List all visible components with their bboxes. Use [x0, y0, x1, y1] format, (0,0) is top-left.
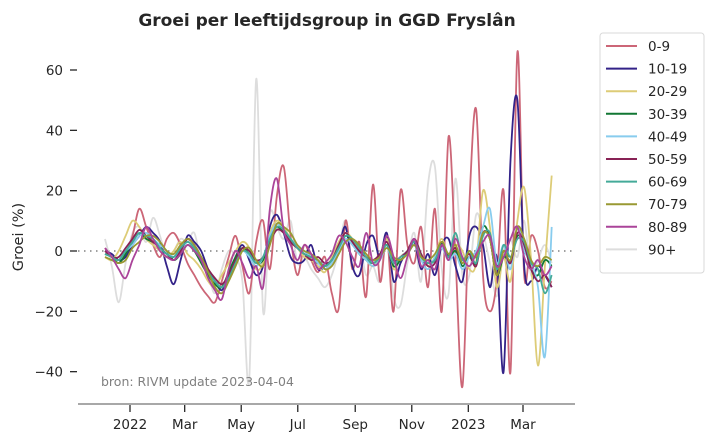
legend-label: 80-89 [648, 220, 687, 236]
legend-label: 70-79 [648, 197, 687, 213]
legend: 0-9 10-19 20-29 30-39 40-49 50-59 60-69 70-79 80… [599, 32, 705, 274]
x-tick-label: 2022 [113, 417, 147, 433]
y-tick-label: 60 [46, 63, 63, 79]
x-tick-label: 2023 [451, 417, 485, 433]
source-annotation: bron: RIVM update 2023-04-04 [101, 374, 294, 389]
series-line-0-9 [104, 50, 553, 388]
legend-label: 60-69 [648, 175, 687, 191]
series-line-80-89 [104, 177, 553, 301]
legend-label: 30-39 [648, 107, 687, 123]
legend-label: 50-59 [648, 152, 687, 168]
x-tick-label: May [227, 417, 255, 433]
y-axis: 60 40 20 0 −20 −40 [35, 63, 77, 381]
series-layer [104, 50, 553, 388]
legend-label: 90+ [648, 242, 677, 258]
x-tick-label: Nov [399, 417, 425, 433]
x-tick-label: Mar [172, 417, 198, 433]
y-tick-label: 20 [46, 184, 63, 200]
series-line-60-69 [104, 225, 553, 295]
legend-frame [599, 32, 705, 274]
chart-title: Groei per leeftijdsgroup in GGD Fryslân [138, 11, 515, 31]
x-tick-label: Sep [343, 417, 368, 433]
y-tick-label: −20 [35, 304, 64, 320]
legend-label: 10-19 [648, 62, 687, 78]
x-tick-label: Mar [510, 417, 536, 433]
legend-label: 40-49 [648, 129, 687, 145]
y-tick-label: 40 [46, 123, 63, 139]
y-tick-label: 0 [54, 244, 63, 260]
legend-label: 0-9 [648, 39, 670, 55]
y-axis-label: Groei (%) [11, 203, 27, 271]
series-line-70-79 [104, 221, 553, 295]
y-tick-label: −40 [35, 365, 64, 381]
series-line-20-29 [104, 175, 553, 367]
legend-label: 20-29 [648, 84, 687, 100]
x-tick-label: Jul [289, 417, 306, 433]
x-axis: 2022 Mar May Jul Sep Nov 2023 Mar [113, 405, 536, 433]
